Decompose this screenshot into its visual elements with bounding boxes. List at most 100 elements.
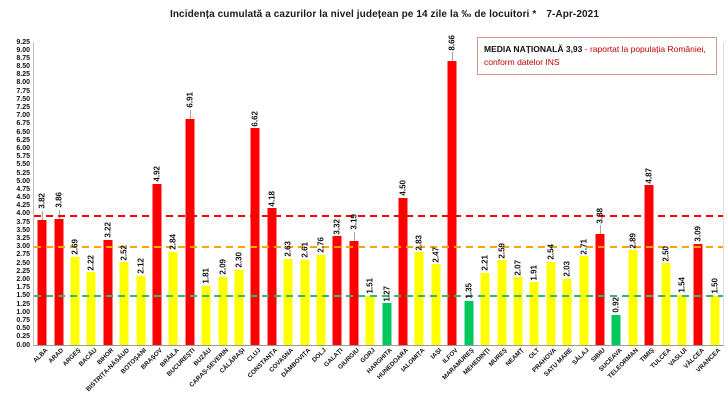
y-axis-tick-label: 7.00 (16, 112, 30, 120)
bar-slot: 2.71 SĂLAJ (571, 42, 591, 367)
bar-vâlcea (693, 243, 703, 345)
bar-slot: 3.86 ARAD (48, 42, 66, 365)
bar-vaslui (677, 294, 687, 345)
bar-constanța (267, 208, 277, 345)
label-leader-line (189, 109, 191, 119)
reference-line-1.50 (34, 294, 723, 297)
bar-slot: 4.50 HUNEDOARA (376, 42, 411, 381)
bar-iași (431, 264, 441, 345)
x-axis-label: ALBA (31, 347, 50, 365)
bar-slot: 1.27 HARGHITA (366, 42, 395, 375)
bar-value-label: 2.76 (316, 237, 326, 253)
bar-suceava (611, 314, 621, 345)
bar-value-label: 2.03 (562, 260, 572, 277)
y-axis-tick-label: 7.25 (16, 104, 30, 111)
bar-slot: 2.54 PRAHOVA (531, 42, 559, 374)
bar-value-label: 2.21 (480, 255, 490, 271)
bar-value-label: 2.52 (119, 244, 129, 261)
y-axis-tick-label: 4.00 (16, 210, 30, 218)
x-axis-label: OLT (527, 347, 542, 361)
legend-bold-text: MEDIA NAȚIONALĂ 3,93 (484, 44, 585, 54)
bar-slot: 4.92 BRAȘOV (140, 42, 165, 371)
y-axis-tick-label: 9.25 (16, 38, 30, 46)
bar-sălaj (579, 256, 589, 345)
bar-mehedinți (480, 272, 490, 345)
bar-maramureș (464, 300, 474, 345)
bar-mureș (497, 260, 507, 345)
y-axis-tick-label: 1.00 (16, 308, 30, 316)
bar-cluj (250, 128, 260, 345)
bar-value-label: 4.50 (398, 180, 408, 196)
bar-value-label: 1.91 (529, 264, 539, 281)
y-axis-tick-label: 5.00 (16, 177, 30, 185)
bar-value-label: 3.32 (332, 218, 342, 235)
bar-slot: 4.87 TIMIȘ (639, 42, 657, 364)
y-axis-tick-label: 3.25 (16, 235, 30, 243)
y-axis-tick-label: 7.50 (16, 95, 30, 103)
bar-value-label: 2.69 (70, 239, 80, 255)
bar-giurgiu (349, 240, 359, 345)
bar-slot: 1.35 MARAMUREȘ (441, 42, 477, 381)
bar-ialomița (414, 252, 424, 345)
bar-slot: 6.91 BUCUREȘTI (166, 42, 198, 378)
bar-slot: 2.03 SATU MARE (543, 42, 575, 378)
y-axis-tick-label: 3.00 (16, 243, 30, 251)
bar-value-label: 2.50 (661, 245, 671, 262)
y-axis-tick-label: 2.75 (16, 251, 30, 259)
reference-line-3.00 (34, 245, 723, 248)
bar-slot: 1.54 VASLUI (668, 42, 690, 368)
bar-tulcea (661, 263, 671, 345)
bar-slot: 3.82 ALBA (32, 42, 50, 364)
y-axis-tick-label: 1.75 (16, 284, 30, 292)
y-axis-tick-label: 8.75 (16, 54, 30, 62)
bar-covasna (283, 258, 293, 345)
label-leader-line (452, 52, 454, 62)
bar-caraș-severin (218, 276, 228, 345)
bar-value-label: 4.18 (267, 190, 277, 207)
bar-harghita (382, 303, 392, 345)
bar-value-label: 2.83 (414, 234, 424, 251)
bar-slot: 4.18 CONSTANȚA (246, 42, 280, 380)
y-axis-tick-label: 8.00 (16, 79, 30, 87)
bar-slot: 3.09 VÂLCEA (682, 42, 706, 370)
bar-value-label: 1.54 (677, 276, 687, 293)
bar-value-label: 6.91 (185, 92, 195, 108)
y-axis-tick-label: 5.25 (16, 169, 30, 177)
bar-value-label: 2.59 (497, 242, 507, 259)
bar-value-label: 2.84 (168, 234, 178, 250)
bar-slot: 0.92 SUCEAVA (597, 42, 624, 373)
bar-slot: 1.81 BUZĂU (193, 42, 214, 367)
y-axis-tick-label: 0.75 (16, 316, 30, 324)
y-axis-tick-label: 1.50 (16, 292, 30, 300)
bar-argeș (70, 256, 80, 345)
plot-area: 0.00 0.25 0.50 0.75 1.00 1.25 1.50 1.75 2.00 2.25… (16, 35, 724, 393)
bar-value-label: 3.82 (37, 193, 47, 209)
y-axis-tick-label: 4.25 (16, 202, 30, 210)
bar-slot: 2.50 TULCEA (650, 42, 673, 370)
y-axis-tick-label: 5.75 (16, 153, 30, 161)
bar-bacău (86, 272, 96, 345)
bar-slot: 2.89 TELEORMAN (607, 42, 641, 380)
bar-value-label: 1.27 (382, 285, 392, 302)
bar-value-label: 2.71 (579, 238, 589, 255)
bar-slot: 6.62 CLUJ (246, 42, 263, 364)
bar-slot: 2.69 ARGEȘ (61, 42, 83, 367)
bar-slot: 2.52 BISTRIȚA-NĂSĂUD (85, 42, 132, 393)
y-axis-tick-label: 9.00 (16, 46, 30, 54)
bar-value-label: 2.63 (283, 241, 293, 257)
bar-slot: 2.21 MEHEDINȚI (463, 42, 493, 376)
y-axis-tick-label: 7.75 (16, 87, 30, 95)
bar-ilfov (447, 61, 457, 345)
bar-value-label: 2.07 (513, 259, 523, 276)
bar-slot: 2.59 MUREȘ (487, 42, 509, 368)
y-axis-tick-label: 0.25 (16, 333, 30, 341)
bar-botoșani (136, 275, 146, 345)
bar-value-label: 3.09 (693, 226, 703, 242)
label-leader-line (599, 225, 601, 235)
bar-value-label: 8.66 (447, 34, 457, 51)
bar-neamț (513, 277, 523, 345)
chart-title-text: Incidența cumulată a cazurilor la nivel … (169, 9, 537, 20)
bar-vrancea (710, 295, 720, 345)
bar-value-label: 1.81 (201, 268, 211, 284)
bar-slot: 8.66 ILFOV (441, 35, 460, 365)
